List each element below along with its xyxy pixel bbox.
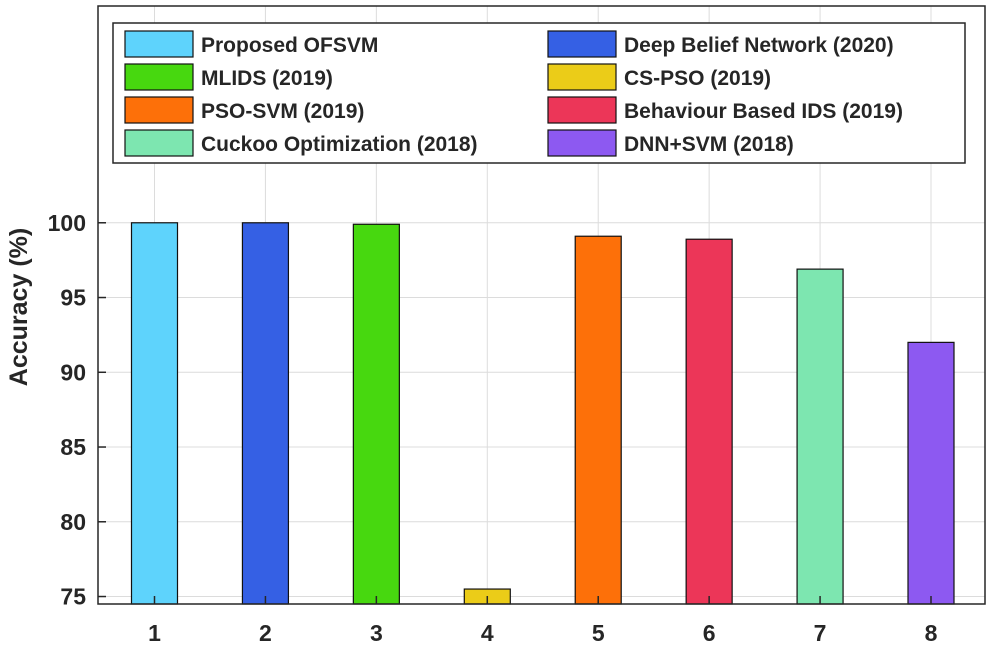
bar	[241, 222, 290, 605]
legend-label: Deep Belief Network (2020)	[624, 34, 894, 57]
bar	[907, 341, 955, 605]
x-tick-label: 8	[925, 620, 938, 646]
x-tick-label: 4	[481, 620, 494, 646]
bar	[352, 223, 400, 605]
legend-swatch	[124, 63, 194, 91]
bar	[796, 268, 844, 605]
y-axis-title: Accuracy (%)	[5, 228, 33, 386]
legend-swatch	[547, 129, 617, 157]
plot-frame	[97, 5, 986, 605]
legend-swatch	[547, 30, 617, 58]
legend-label: Proposed OFSVM	[201, 34, 378, 57]
legend-swatch	[124, 96, 194, 124]
legend-box	[112, 22, 966, 164]
x-tick-label: 3	[370, 620, 383, 646]
legend-label: Cuckoo Optimization (2018)	[201, 133, 478, 156]
y-tick-label: 100	[48, 210, 86, 236]
legend-label: PSO-SVM (2019)	[201, 100, 364, 123]
bar	[685, 238, 733, 605]
legend-label: Behaviour Based IDS (2019)	[624, 100, 903, 123]
bar-layer	[130, 222, 955, 605]
y-tick-label: 95	[60, 285, 86, 311]
legend-label: CS-PSO (2019)	[624, 67, 771, 90]
legend-swatch	[547, 96, 617, 124]
legend-swatch	[124, 129, 194, 157]
legend-label: MLIDS (2019)	[201, 67, 333, 90]
y-tick-label: 90	[60, 359, 86, 385]
x-tick-label: 5	[592, 620, 605, 646]
x-tick-label: 6	[703, 620, 716, 646]
x-tick-label: 2	[259, 620, 272, 646]
bar	[574, 235, 622, 605]
x-tick-label: 7	[814, 620, 827, 646]
legend-label: DNN+SVM (2018)	[624, 133, 794, 156]
y-tick-label: 75	[60, 584, 86, 610]
x-tick-label: 1	[148, 620, 161, 646]
tick-layer: 75 80 85 90 95 100 1 2 3 4 5 6 7 8	[48, 210, 938, 646]
legend: Proposed OFSVM Deep Belief Network (2020)…	[112, 22, 966, 164]
y-tick-label: 80	[60, 509, 86, 535]
legend-swatch	[547, 63, 617, 91]
y-tick-label: 85	[60, 434, 86, 460]
bar	[130, 222, 179, 605]
legend-swatch	[124, 30, 194, 58]
